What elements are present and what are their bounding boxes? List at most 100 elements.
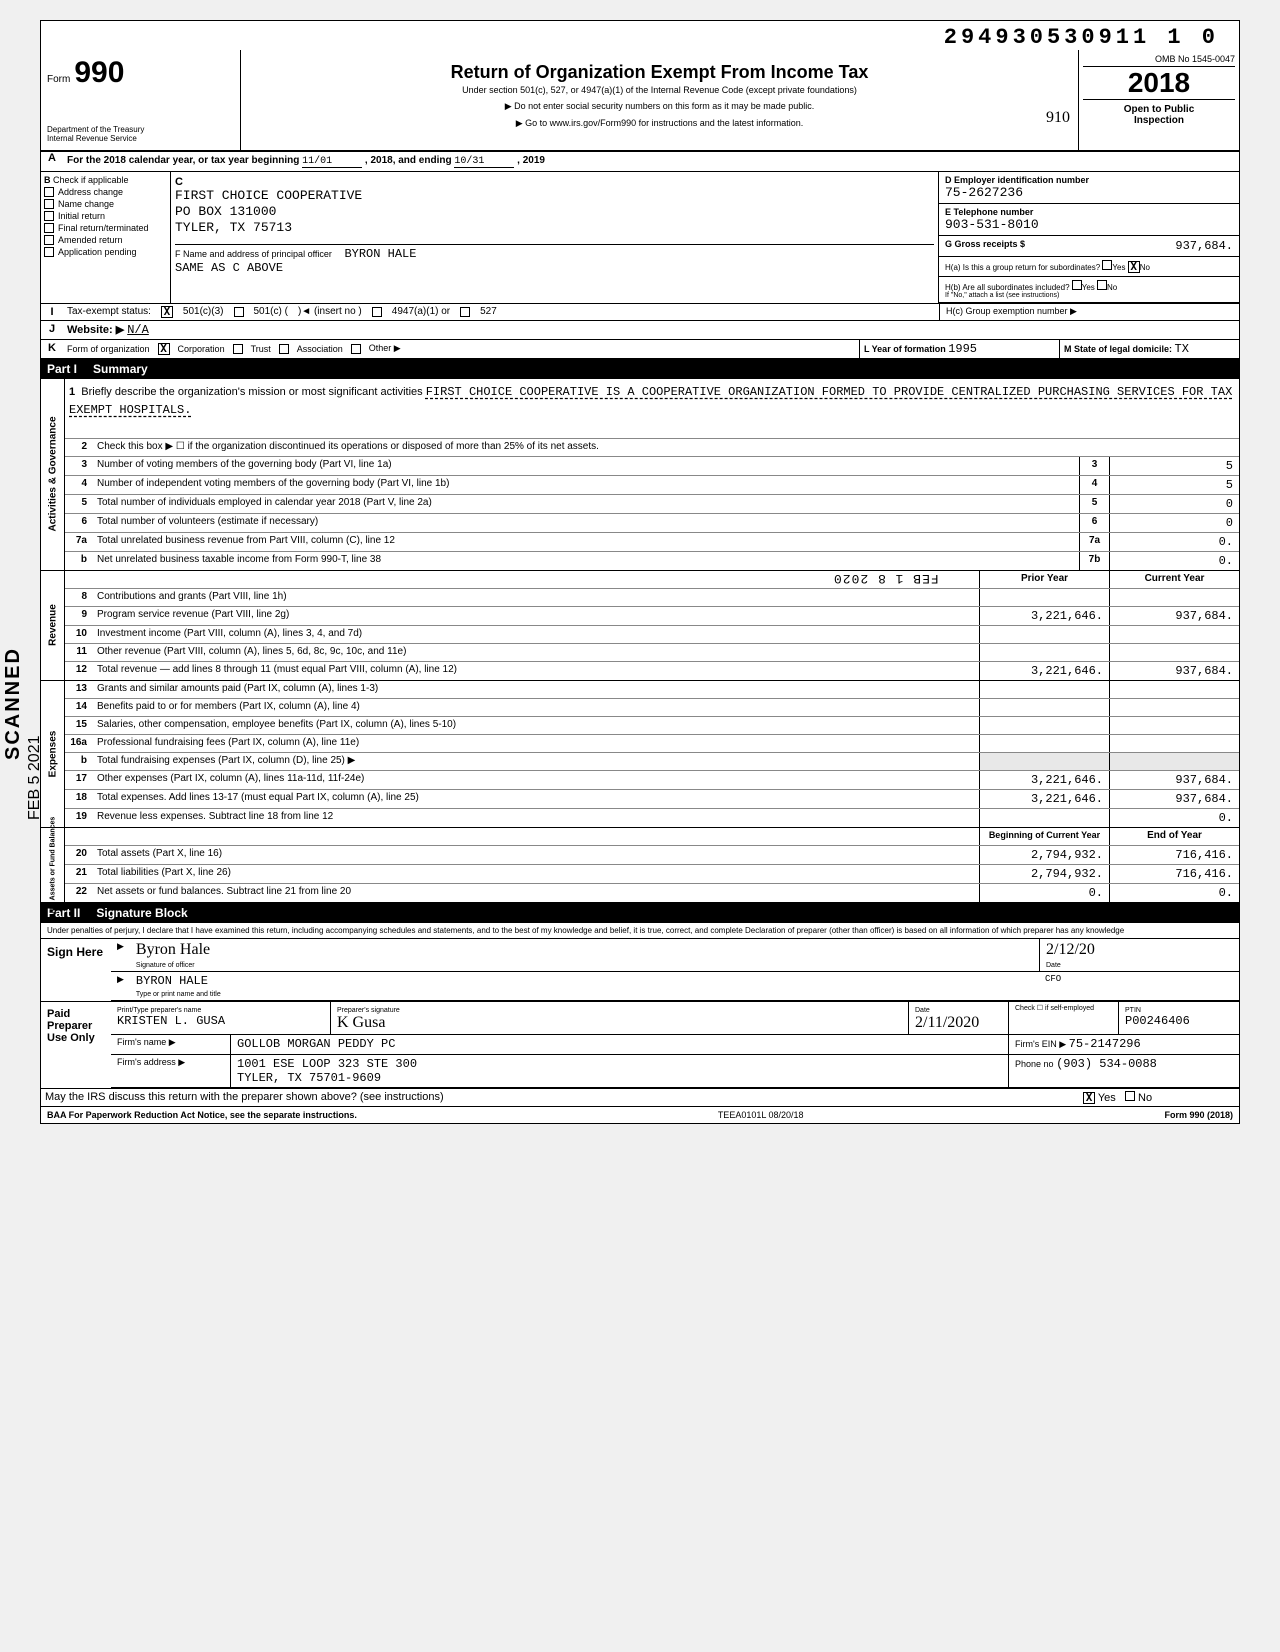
chk-hb-no[interactable]	[1097, 280, 1107, 290]
prior-year-val	[979, 809, 1109, 827]
prior-year-val	[979, 735, 1109, 752]
opt-assoc: Association	[297, 344, 343, 354]
form-header: Form 990 Department of the Treasury Inte…	[41, 50, 1239, 152]
prep-label3: Use Only	[47, 1032, 105, 1044]
footer-right: Form 990 (2018)	[1164, 1110, 1233, 1120]
chk-discuss-yes[interactable]: X	[1083, 1092, 1095, 1104]
org-addr1: PO BOX 131000	[175, 204, 934, 220]
row-a-tax-year: A For the 2018 calendar year, or tax yea…	[41, 152, 1239, 172]
prior-year-val: 3,221,646.	[979, 662, 1109, 680]
chk-4947[interactable]	[372, 307, 382, 317]
chk-assoc[interactable]	[279, 344, 289, 354]
hc-label: H(c) Group exemption number ▶	[946, 306, 1077, 316]
opt-501c-b: )◄ (insert no )	[298, 306, 362, 317]
ha-label: H(a) Is this a group return for subordin…	[945, 263, 1100, 272]
chk-ha-no[interactable]: X	[1128, 261, 1140, 273]
l3-text: Number of voting members of the governin…	[93, 457, 1079, 475]
line-number: 8	[65, 589, 93, 606]
current-year-val: 0.	[1109, 809, 1239, 827]
line-number: 21	[65, 865, 93, 883]
h3: Date	[915, 1007, 930, 1014]
line-number: 19	[65, 809, 93, 827]
l6-val: 0	[1109, 514, 1239, 532]
preparer-name: KRISTEN L. GUSA	[117, 1014, 225, 1028]
sign-date: 2/12/20	[1046, 941, 1095, 958]
page-footer: BAA For Paperwork Reduction Act Notice, …	[41, 1107, 1239, 1123]
h4: Check ☐ if self-employed	[1009, 1002, 1119, 1034]
current-year-val: 0.	[1109, 884, 1239, 902]
open-public-2: Inspection	[1083, 115, 1235, 126]
current-year-val: 716,416.	[1109, 846, 1239, 864]
org-name: FIRST CHOICE COOPERATIVE	[175, 188, 934, 204]
prior-year-val	[979, 717, 1109, 734]
row-j-website: J Website: ▶ N/A	[41, 321, 1239, 340]
form-number: 990	[74, 56, 124, 90]
chk-501c3[interactable]: X	[161, 306, 173, 318]
prior-year-val: 2,794,932.	[979, 865, 1109, 883]
colC-letter: C	[175, 176, 934, 188]
current-year-val	[1109, 699, 1239, 716]
prior-year-val: 3,221,646.	[979, 790, 1109, 808]
l7b-text: Net unrelated business taxable income fr…	[93, 552, 1079, 570]
chk-trust[interactable]	[233, 344, 243, 354]
line-text: Benefits paid to or for members (Part IX…	[93, 699, 979, 716]
chk-527[interactable]	[460, 307, 470, 317]
colB-header: Check if applicable	[53, 175, 129, 185]
part1-title: Summary	[93, 362, 148, 376]
h2: Preparer's signature	[337, 1007, 400, 1014]
prep-label1: Paid	[47, 1008, 105, 1020]
ha-yes: Yes	[1112, 263, 1125, 272]
chk-initial-return[interactable]	[44, 211, 54, 221]
line-number: 22	[65, 884, 93, 902]
rowA-text1: For the 2018 calendar year, or tax year …	[67, 155, 299, 166]
line-number: 9	[65, 607, 93, 625]
current-year-val: 937,684.	[1109, 662, 1239, 680]
line-text: Salaries, other compensation, employee b…	[93, 717, 979, 734]
line-text: Total liabilities (Part X, line 26)	[93, 865, 979, 883]
line-text: Total revenue — add lines 8 through 11 (…	[93, 662, 979, 680]
line-row: 8Contributions and grants (Part VIII, li…	[65, 589, 1239, 607]
opt-other: Other ▶	[369, 343, 401, 354]
g-label: G Gross receipts $	[945, 239, 1025, 253]
chk-name-change[interactable]	[44, 199, 54, 209]
chk-other[interactable]	[351, 344, 361, 354]
sign-here-label: Sign Here	[41, 939, 111, 1001]
date-label: Date	[1046, 962, 1061, 969]
arrow-icon-2: ▶	[111, 972, 130, 1000]
row-i-tax-status: I Tax-exempt status: X501(c)(3) 501(c) (…	[41, 304, 1239, 321]
prior-year-val	[979, 699, 1109, 716]
chk-501c[interactable]	[234, 307, 244, 317]
chk-app-pending[interactable]	[44, 247, 54, 257]
vlabel-governance: Activities & Governance	[47, 417, 58, 532]
section-expenses: Expenses 13Grants and similar amounts pa…	[41, 681, 1239, 828]
discuss-yes: Yes	[1098, 1092, 1116, 1104]
line-row: 12Total revenue — add lines 8 through 11…	[65, 662, 1239, 680]
rowA-begin: 11/01	[302, 156, 362, 168]
sig-label-text: Signature of officer	[136, 962, 195, 969]
firm-label: Firm's name ▶	[111, 1035, 231, 1054]
chk-discuss-no[interactable]	[1125, 1091, 1135, 1101]
chk-address-change[interactable]	[44, 187, 54, 197]
l6-text: Total number of volunteers (estimate if …	[93, 514, 1079, 532]
line-row: 13Grants and similar amounts paid (Part …	[65, 681, 1239, 699]
name-title-label: Type or print name and title	[136, 991, 221, 998]
line-row: 9Program service revenue (Part VIII, lin…	[65, 607, 1239, 626]
preparer-sig: K Gusa	[337, 1014, 385, 1031]
chk-amended[interactable]	[44, 235, 54, 245]
lbl-final-return: Final return/terminated	[58, 223, 149, 233]
i-label: Tax-exempt status:	[67, 306, 151, 317]
chk-hb-yes[interactable]	[1072, 280, 1082, 290]
line-row: 17Other expenses (Part IX, column (A), l…	[65, 771, 1239, 790]
discuss-no: No	[1138, 1092, 1152, 1104]
gross-receipts: 937,684.	[1175, 239, 1233, 253]
rowA-end: 10/31	[454, 156, 514, 168]
chk-ha-yes[interactable]	[1102, 260, 1112, 270]
chk-final-return[interactable]	[44, 223, 54, 233]
line-text: Contributions and grants (Part VIII, lin…	[93, 589, 979, 606]
k-label: Form of organization	[67, 344, 150, 354]
opt-4947: 4947(a)(1) or	[392, 306, 450, 317]
line-row: 10Investment income (Part VIII, column (…	[65, 626, 1239, 644]
phone-label: Phone no	[1015, 1059, 1054, 1069]
hdr-begin-year: Beginning of Current Year	[979, 828, 1109, 845]
chk-corp[interactable]: X	[158, 343, 170, 355]
